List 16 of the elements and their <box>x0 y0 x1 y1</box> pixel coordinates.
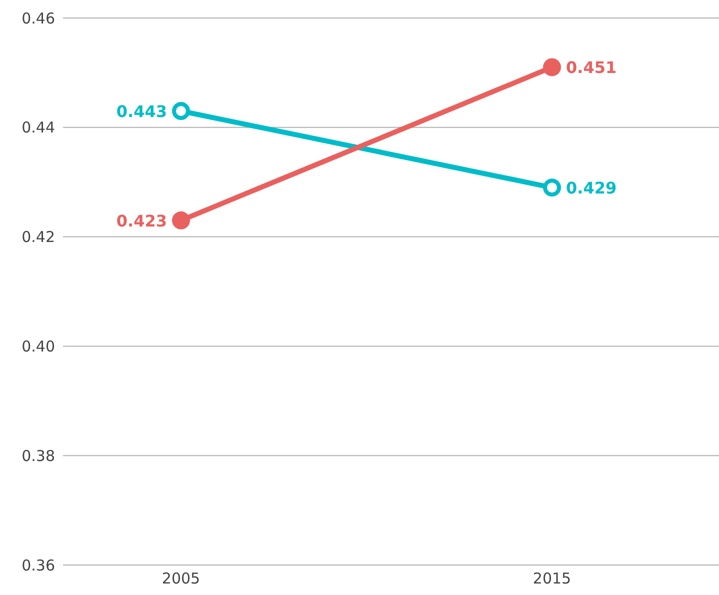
y-tick-label: 0.46 <box>22 9 55 28</box>
y-tick-label: 0.36 <box>22 556 55 574</box>
y-tick-label: 0.40 <box>22 338 55 356</box>
point <box>172 102 190 120</box>
point <box>543 178 561 197</box>
point <box>172 211 190 230</box>
x-tick-label: 2005 <box>162 570 200 588</box>
data-label: 0.429 <box>566 178 617 198</box>
data-label: 0.443 <box>116 102 167 121</box>
data-label: 0.423 <box>116 211 167 230</box>
y-tick-label: 0.44 <box>22 118 55 137</box>
y-tick-label: 0.38 <box>22 446 55 465</box>
point <box>543 58 561 76</box>
y-tick-label: 0.42 <box>22 228 55 246</box>
x-tick-label: 2015 <box>532 570 572 588</box>
data-label: 0.451 <box>566 58 617 78</box>
